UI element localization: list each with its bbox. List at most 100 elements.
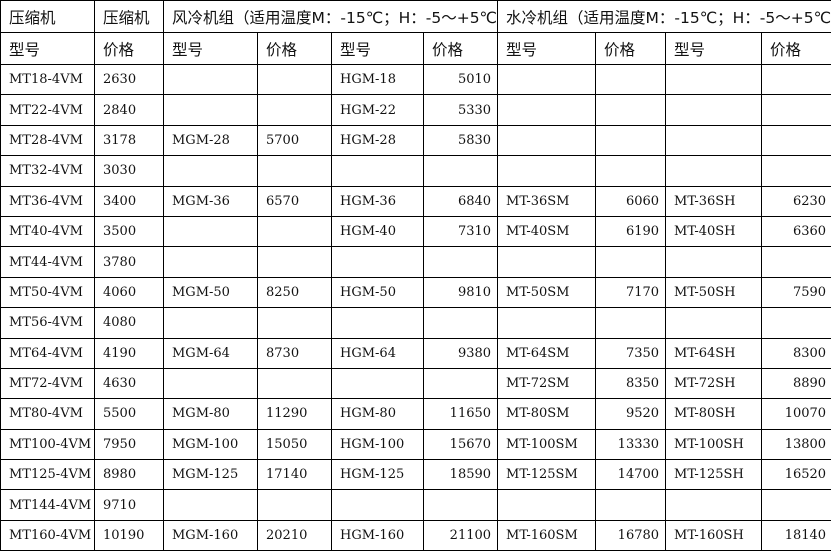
model-cell: MT-160SH	[666, 520, 762, 550]
model-cell	[164, 490, 258, 520]
price-cell: 8250	[258, 277, 332, 307]
model-cell: MT-160SM	[498, 520, 596, 550]
price-cell: 6570	[258, 186, 332, 216]
price-cell: 3400	[95, 186, 164, 216]
model-cell: MT-50SH	[666, 277, 762, 307]
price-column-header: 价格	[258, 33, 332, 65]
price-cell: 6230	[762, 186, 831, 216]
model-cell: MT28-4VM	[1, 125, 95, 155]
model-cell: MT-125SM	[498, 460, 596, 490]
model-cell: MT-36SM	[498, 186, 596, 216]
model-cell: HGM-28	[332, 125, 424, 155]
model-cell: MGM-160	[164, 520, 258, 550]
price-cell	[762, 308, 831, 338]
model-cell	[164, 95, 258, 125]
model-cell: HGM-36	[332, 186, 424, 216]
model-column-header: 型号	[666, 33, 762, 65]
price-cell: 7950	[95, 429, 164, 459]
model-cell	[164, 65, 258, 95]
model-cell: MT125-4VM	[1, 460, 95, 490]
model-cell: MT36-4VM	[1, 186, 95, 216]
model-cell	[666, 65, 762, 95]
price-cell: 2630	[95, 65, 164, 95]
model-column-header: 型号	[164, 33, 258, 65]
price-column-header: 价格	[424, 33, 498, 65]
model-column-header: 型号	[332, 33, 424, 65]
price-cell: 6060	[596, 186, 666, 216]
price-cell: 20210	[258, 520, 332, 550]
model-cell	[666, 95, 762, 125]
price-cell	[258, 490, 332, 520]
model-cell	[164, 156, 258, 186]
model-cell	[332, 368, 424, 398]
price-cell	[258, 308, 332, 338]
price-cell: 7310	[424, 216, 498, 246]
price-column-header: 价格	[596, 33, 666, 65]
price-cell: 8350	[596, 368, 666, 398]
model-cell	[164, 216, 258, 246]
model-cell: MT50-4VM	[1, 277, 95, 307]
price-cell: 11650	[424, 399, 498, 429]
price-cell: 2840	[95, 95, 164, 125]
price-cell: 11290	[258, 399, 332, 429]
price-cell: 9810	[424, 277, 498, 307]
price-cell: 7170	[596, 277, 666, 307]
model-cell: MT44-4VM	[1, 247, 95, 277]
price-cell: 21100	[424, 520, 498, 550]
model-cell: HGM-18	[332, 65, 424, 95]
price-cell	[258, 216, 332, 246]
price-cell: 10070	[762, 399, 831, 429]
model-cell: MT-72SM	[498, 368, 596, 398]
price-cell	[424, 368, 498, 398]
price-cell: 9520	[596, 399, 666, 429]
model-cell: HGM-125	[332, 460, 424, 490]
price-cell	[258, 156, 332, 186]
price-cell: 16520	[762, 460, 831, 490]
price-cell	[596, 65, 666, 95]
price-cell	[424, 490, 498, 520]
model-cell	[164, 368, 258, 398]
price-cell: 17140	[258, 460, 332, 490]
price-cell	[762, 247, 831, 277]
price-cell: 14700	[596, 460, 666, 490]
model-cell: MGM-36	[164, 186, 258, 216]
price-cell: 7350	[596, 338, 666, 368]
price-cell	[424, 308, 498, 338]
price-cell: 8890	[762, 368, 831, 398]
price-column-header: 价格	[95, 33, 164, 65]
model-cell	[332, 156, 424, 186]
price-cell	[258, 65, 332, 95]
price-cell: 9710	[95, 490, 164, 520]
model-cell	[498, 490, 596, 520]
price-cell: 3030	[95, 156, 164, 186]
model-column-header: 型号	[498, 33, 596, 65]
model-cell: MT-40SM	[498, 216, 596, 246]
price-cell: 5700	[258, 125, 332, 155]
model-cell: HGM-64	[332, 338, 424, 368]
model-cell	[666, 247, 762, 277]
model-cell	[332, 308, 424, 338]
model-cell	[666, 125, 762, 155]
price-cell: 13800	[762, 429, 831, 459]
model-cell: MT-50SM	[498, 277, 596, 307]
model-cell: MGM-28	[164, 125, 258, 155]
price-cell: 6360	[762, 216, 831, 246]
price-cell: 9380	[424, 338, 498, 368]
header-air-cooled: 风冷机组（适用温度M：-15℃；H：-5～+5℃	[164, 1, 498, 33]
model-cell: MT64-4VM	[1, 338, 95, 368]
model-cell	[666, 308, 762, 338]
price-cell	[596, 95, 666, 125]
price-cell: 4060	[95, 277, 164, 307]
price-cell	[596, 247, 666, 277]
model-cell: MGM-80	[164, 399, 258, 429]
model-cell: HGM-100	[332, 429, 424, 459]
